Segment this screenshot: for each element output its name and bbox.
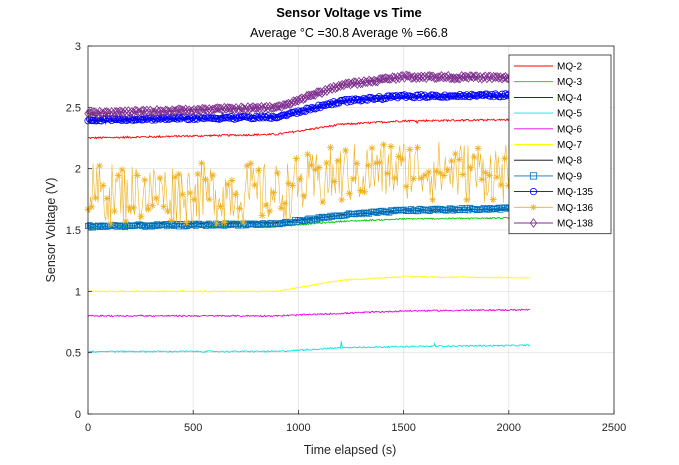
series-markers-mq-135 [84,90,533,125]
legend-item-mq-2: MQ-2 [514,62,582,73]
y-tick-label: 1.5 [66,225,81,237]
legend-label: MQ-6 [557,124,582,135]
legend-label: MQ-135 [557,187,594,198]
legend-label: MQ-3 [557,77,582,88]
y-tick-label: 0 [75,409,81,421]
legend: MQ-2 MQ-3 MQ-4 MQ-5 MQ-6 MQ-7 MQ-8 MQ-9 MQ-135 MQ… [508,54,612,235]
series-markers-mq-9 [85,203,532,231]
legend-item-mq-6: MQ-6 [514,124,582,135]
legend-item-mq-7: MQ-7 [514,140,582,151]
series-line-mq-5 [88,341,531,353]
y-axis-label: Sensor Voltage (V) [44,178,58,283]
chart-title: Sensor Voltage vs Time [276,5,421,20]
legend-item-mq-3: MQ-3 [514,77,582,88]
series-mq-135 [84,90,533,125]
x-tick-label: 500 [184,422,202,434]
legend-item-mq-9: MQ-9 [514,171,582,182]
series-line-mq-2 [88,116,531,140]
y-tick-label: 2 [75,164,81,176]
legend-label: MQ-2 [557,62,582,73]
series-line-mq-6 [87,308,530,318]
legend-item-mq-8: MQ-8 [514,156,582,167]
series-layer [84,70,533,353]
legend-label: MQ-136 [557,203,594,214]
y-tick-label: 0.5 [66,348,81,360]
series-mq-9 [85,203,532,231]
axis-ticks: 0 500 1000 1500 2000 2500 0 0.5 1 1.5 2 2.5 3 [66,41,627,434]
legend-label: MQ-5 [557,109,582,120]
series-mq-6 [87,308,530,318]
legend-label: MQ-4 [557,93,582,104]
x-tick-label: 2500 [602,422,626,434]
series-mq-7 [87,275,530,293]
series-line-mq-7 [87,275,530,293]
series-mq-138 [84,70,533,120]
series-mq-5 [88,341,531,353]
legend-item-mq-135: MQ-135 [514,187,594,198]
legend-label: MQ-8 [557,156,582,167]
legend-item-mq-136: MQ-136 [514,203,594,214]
y-tick-label: 2.5 [66,102,81,114]
legend-item-mq-4: MQ-4 [514,93,582,104]
legend-item-mq-5: MQ-5 [514,109,582,120]
legend-item-mq-138: MQ-138 [514,218,594,230]
y-tick-label: 3 [75,41,81,53]
x-tick-label: 2000 [497,422,521,434]
series-markers-mq-138 [84,70,533,120]
series-mq-2 [88,116,531,140]
x-tick-label: 1000 [286,422,310,434]
legend-label: MQ-138 [557,219,594,230]
legend-label: MQ-9 [557,171,582,182]
series-line-mq-136 [87,141,531,224]
y-tick-label: 1 [75,286,81,298]
x-tick-label: 0 [85,422,91,434]
x-tick-label: 1500 [391,422,415,434]
legend-label: MQ-7 [557,140,582,151]
chart-subtitle: Average °C =30.8 Average % =66.8 [250,26,448,40]
x-axis-label: Time elapsed (s) [304,443,397,457]
